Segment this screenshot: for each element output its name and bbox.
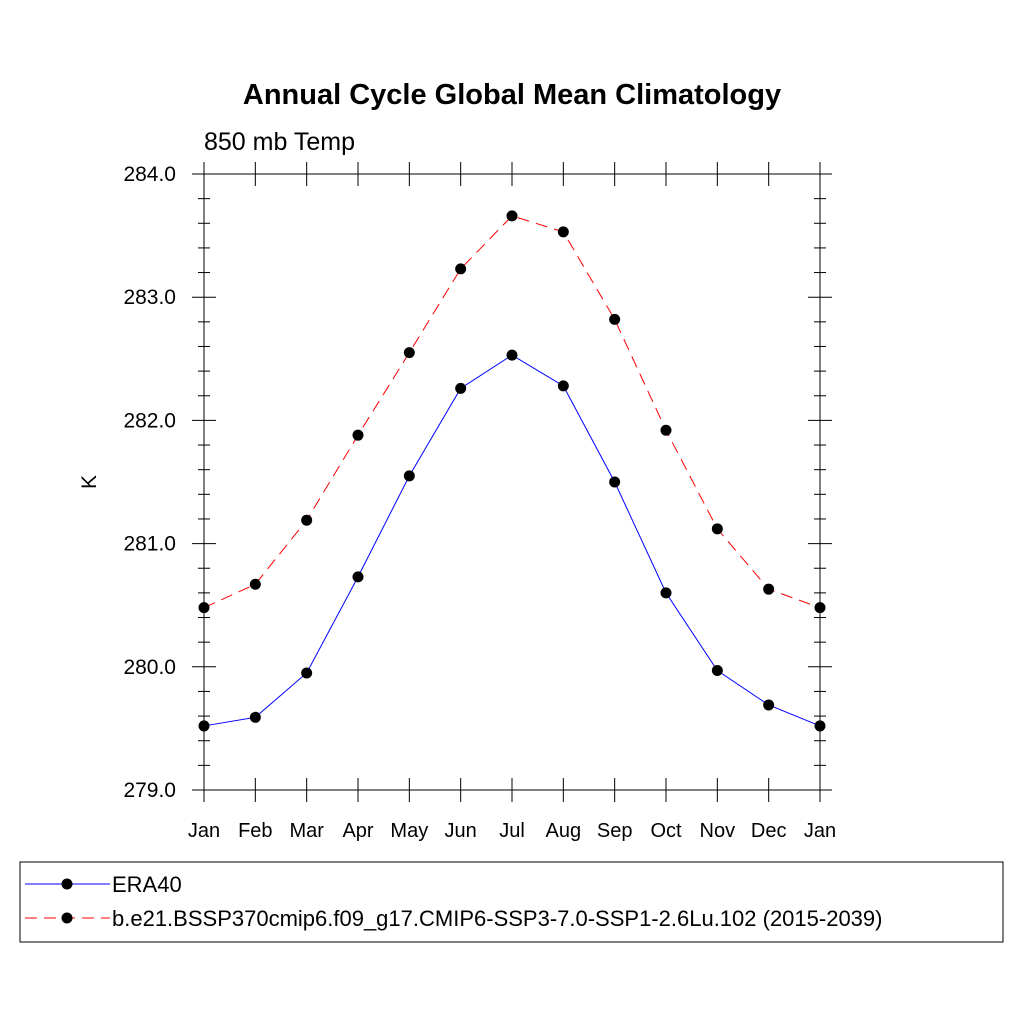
x-tick-label: May [390, 820, 428, 842]
series-1-point [660, 424, 672, 436]
y-tick-label: 279.0 [123, 779, 176, 802]
legend-box [19, 861, 1004, 943]
x-tick-label: Apr [342, 820, 373, 842]
series-0-point [249, 711, 261, 723]
y-tick-label: 281.0 [123, 533, 176, 556]
series-0-point [711, 664, 723, 676]
x-tick-label: Jan [804, 820, 836, 842]
plot-area: Jan Feb Mar Apr May Jun Jul Aug Sep Oct Nov Dec Jan 2… [123, 162, 836, 842]
series-1-point [814, 602, 826, 614]
series-1-point [301, 514, 313, 526]
series-0-point [198, 720, 210, 732]
legend-label-1: b.e21.BSSP370cmip6.f09_g17.CMIP6-SSP3-7.… [112, 906, 882, 931]
series-1-point [403, 347, 415, 359]
x-tick-label: Dec [751, 820, 787, 842]
x-tick-label: Jul [499, 820, 525, 842]
legend-marker-0 [61, 878, 73, 890]
series-0-point [814, 720, 826, 732]
x-tick-label: Mar [289, 820, 324, 842]
series-1-point [198, 602, 210, 614]
series-1-point [763, 583, 775, 595]
series-0-point [506, 349, 518, 361]
y-tick-label: 284.0 [123, 163, 176, 186]
series-0-point [403, 470, 415, 482]
legend-marker-1 [61, 912, 73, 924]
series-0-point [609, 476, 621, 488]
series-1-point [609, 313, 621, 325]
series-1-point [249, 578, 261, 590]
chart-subtitle: 850 mb Temp [204, 128, 355, 156]
series-line-1 [203, 215, 821, 609]
x-tick-label: Aug [546, 820, 582, 842]
series-1-point [455, 263, 467, 275]
series-0-point [763, 699, 775, 711]
y-tick-label: 282.0 [123, 409, 176, 432]
x-tick-label: Nov [700, 820, 736, 842]
series-1-point [506, 210, 518, 222]
series-0-point [660, 587, 672, 599]
x-tick-label: Feb [238, 820, 272, 842]
series-0-point [557, 380, 569, 392]
y-tick-label: 280.0 [123, 656, 176, 679]
series-1-point [557, 226, 569, 238]
series-line-0 [203, 354, 821, 727]
x-tick-label: Jan [188, 820, 220, 842]
y-axis-label: K [78, 475, 101, 489]
series-0-point [352, 571, 364, 583]
x-tick-label: Sep [597, 820, 633, 842]
legend: ERA40 b.e21.BSSP370cmip6.f09_g17.CMIP6-SS… [25, 872, 882, 931]
plot-frame [203, 173, 821, 791]
series-0-point [455, 382, 467, 394]
series-1-point [352, 429, 364, 441]
x-tick-label: Jun [445, 820, 477, 842]
series-0-point [301, 667, 313, 679]
series-1-point [711, 523, 723, 535]
y-tick-label: 283.0 [123, 286, 176, 309]
chart-title: Annual Cycle Global Mean Climatology [243, 79, 781, 111]
x-tick-label: Oct [650, 820, 682, 842]
legend-label-0: ERA40 [112, 872, 182, 897]
